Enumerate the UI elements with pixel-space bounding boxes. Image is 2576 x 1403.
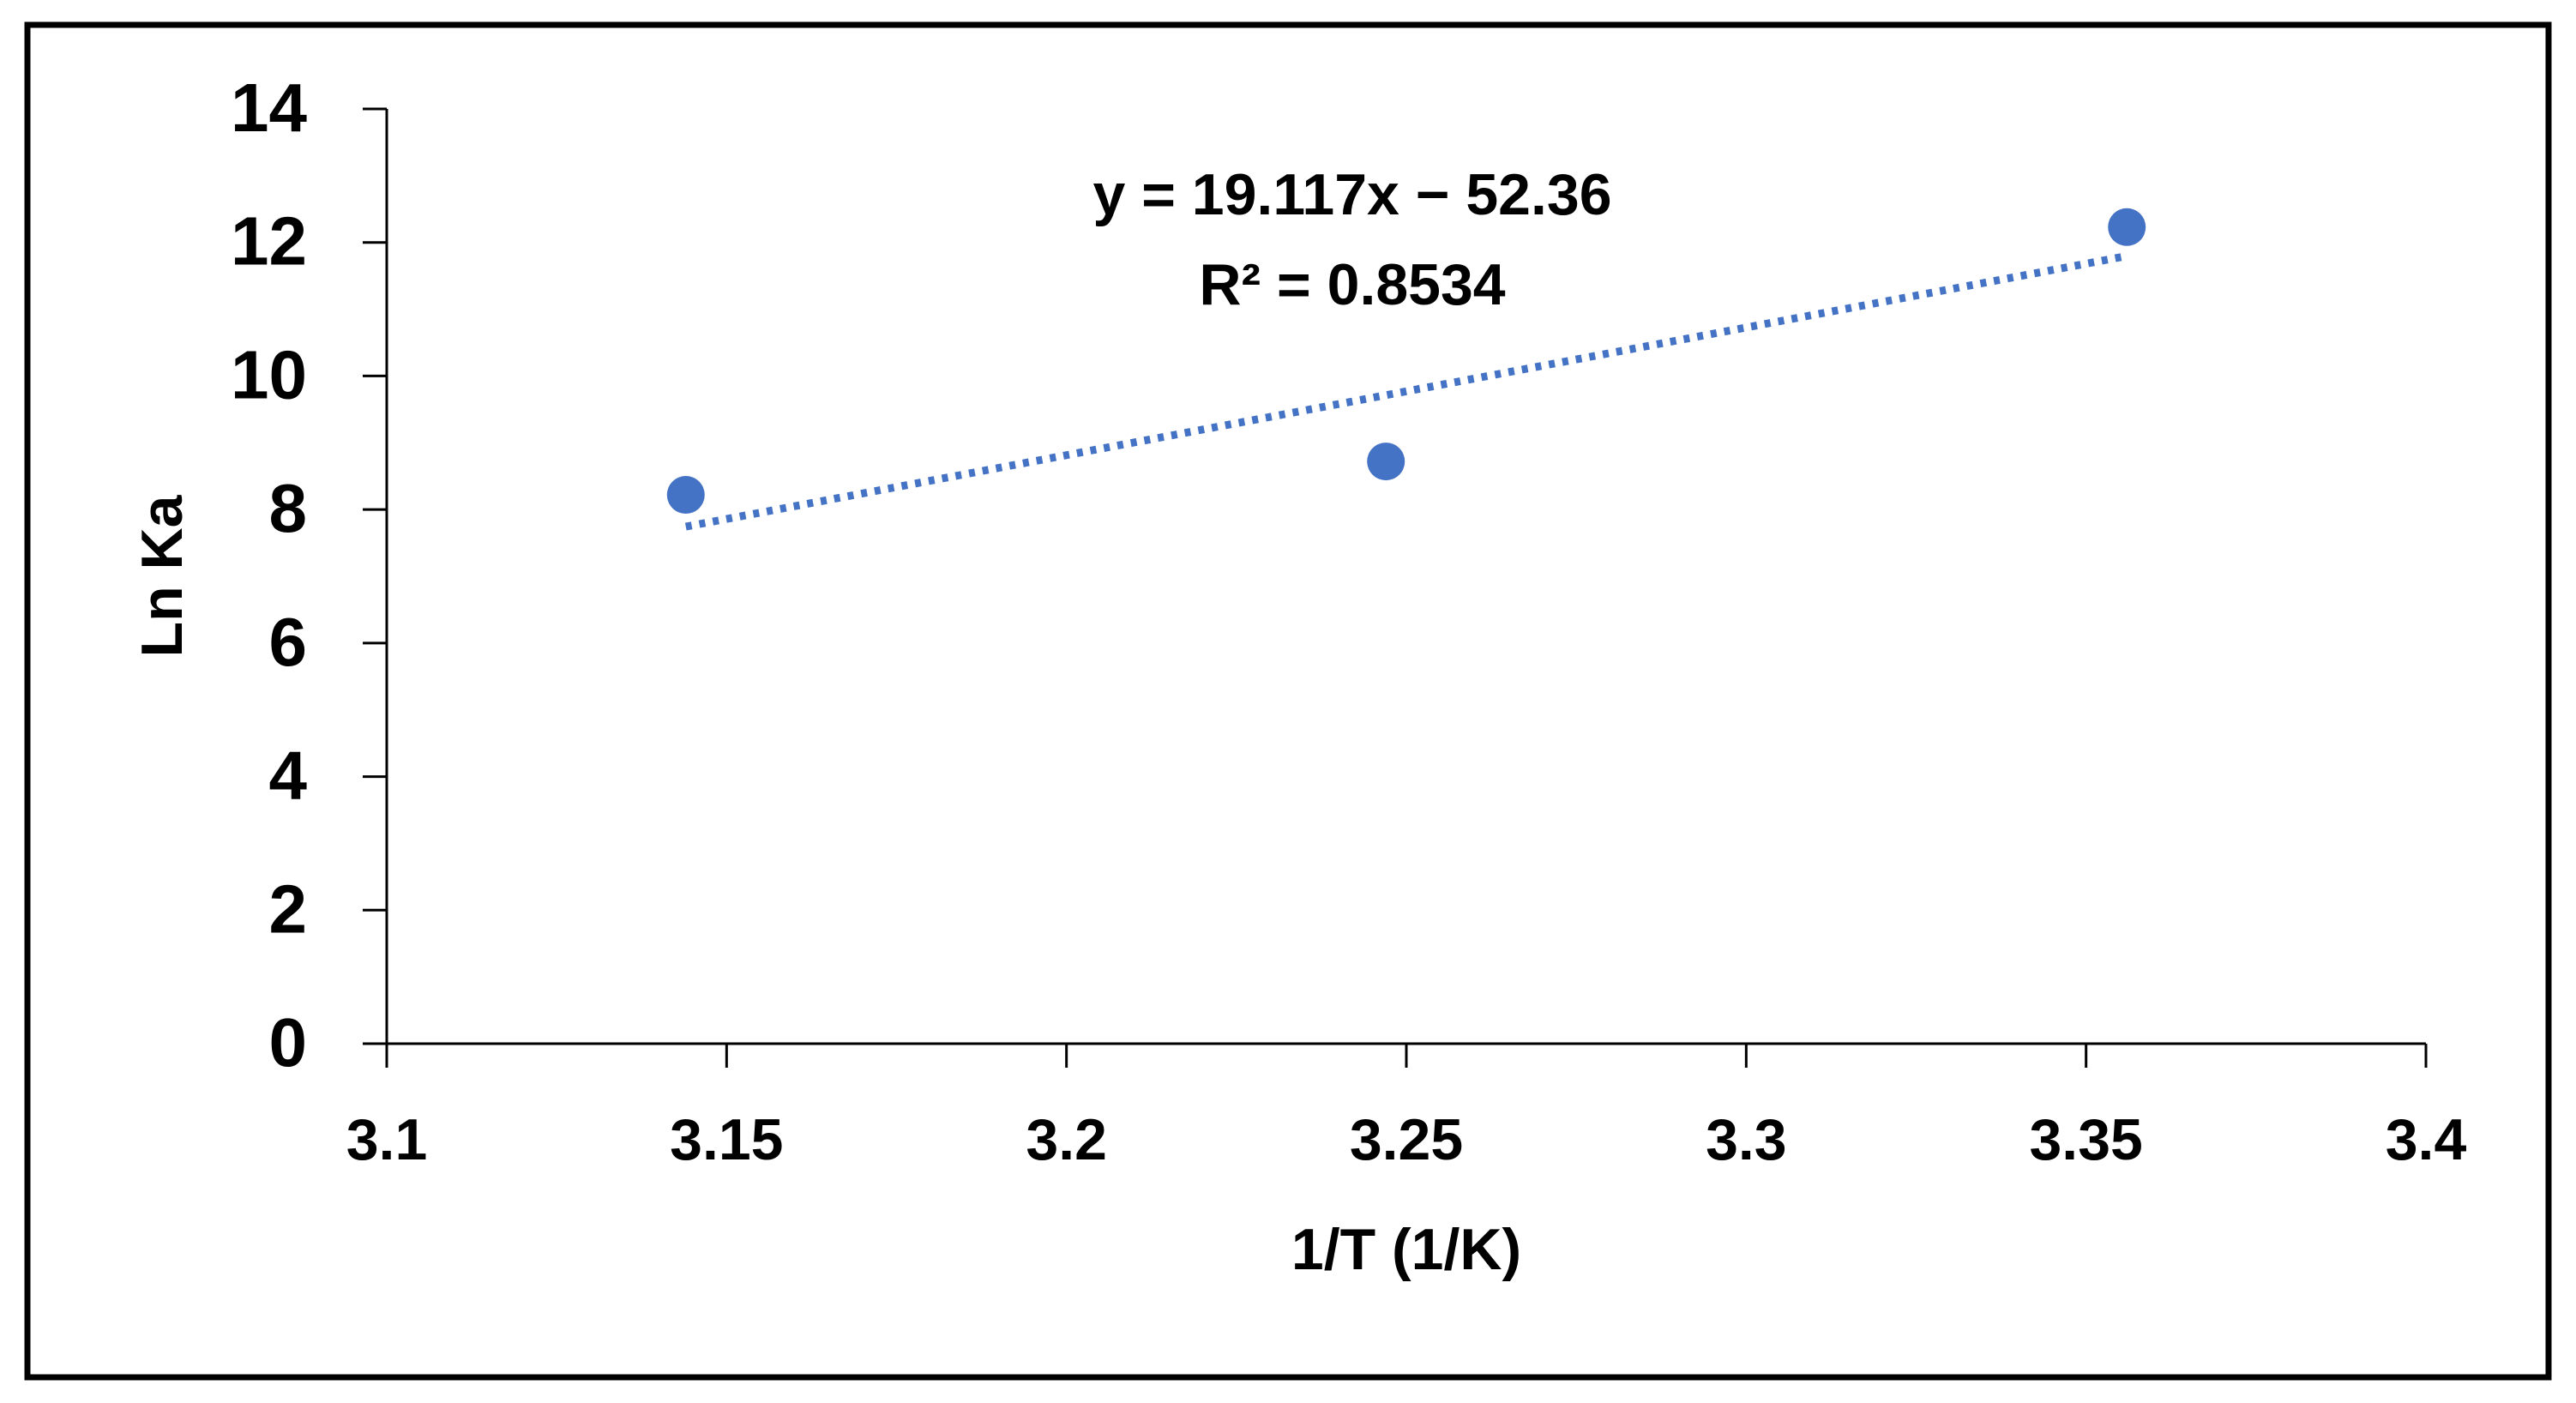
trendline-equation-label: y = 19.117x − 52.36 <box>1092 162 1611 227</box>
x-tick-label: 3.15 <box>670 1107 783 1172</box>
x-tick-label: 3.25 <box>1350 1107 1463 1172</box>
outer-border <box>24 21 2552 1381</box>
y-tick-label: 12 <box>231 203 307 280</box>
x-axis-title: 1/T (1/K) <box>1291 1217 1521 1282</box>
y-tick-label: 10 <box>231 336 307 412</box>
plot-layer: 0 2 4 6 8 10 12 14 3.1 3.15 3.2 3.25 3.3 3.35 3.4 <box>231 69 2466 1172</box>
data-point <box>1367 443 1405 481</box>
x-tick-label: 3.4 <box>2386 1107 2467 1172</box>
x-tick-label: 3.3 <box>1706 1107 1787 1172</box>
y-tick-label: 2 <box>269 870 308 947</box>
y-tick-label: 8 <box>269 470 308 546</box>
data-point <box>2108 208 2146 246</box>
x-tick-label: 3.1 <box>346 1107 428 1172</box>
trendline <box>684 252 2128 531</box>
y-tick-label: 6 <box>269 604 308 680</box>
y-tick-label: 4 <box>269 738 308 814</box>
y-tick-label: 14 <box>231 69 307 146</box>
y-axis-title: Ln Ka <box>129 494 195 657</box>
x-tick-label: 3.35 <box>2029 1107 2142 1172</box>
x-tick-label: 3.2 <box>1026 1107 1107 1172</box>
data-point <box>666 476 705 515</box>
y-tick-label: 0 <box>269 1004 308 1081</box>
trendline-r2-label: R² = 0.8534 <box>1199 252 1505 317</box>
